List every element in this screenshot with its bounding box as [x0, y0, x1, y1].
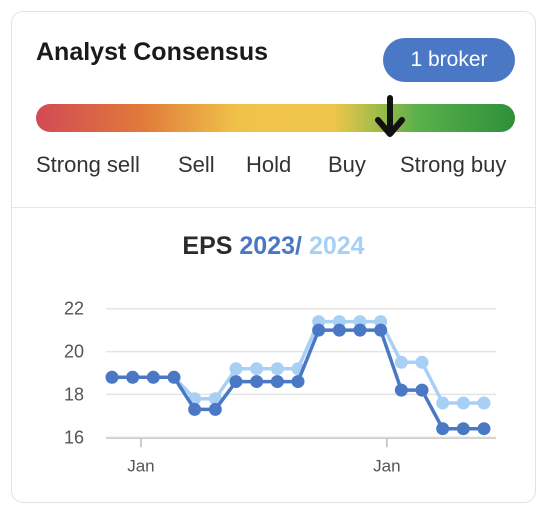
data-point-2023-13: [374, 323, 388, 337]
data-point-2023-1: [126, 370, 140, 384]
data-point-2023-0: [105, 370, 119, 384]
data-point-2023-8: [270, 375, 284, 389]
data-point-2024-16: [436, 396, 450, 410]
label-sell: Sell: [178, 152, 215, 177]
data-point-2024-18: [477, 396, 491, 410]
data-point-2023-14: [394, 383, 408, 397]
arrow-down-icon: [375, 95, 406, 137]
data-point-2024-5: [208, 392, 222, 406]
data-point-2023-11: [332, 323, 346, 337]
section-divider: [12, 207, 535, 208]
data-point-2023-2: [146, 370, 160, 384]
card-title: Analyst Consensus: [36, 38, 269, 66]
data-point-2024-17: [456, 396, 470, 410]
y-tick-label-22: 22: [64, 299, 84, 319]
data-point-2023-7: [250, 375, 264, 389]
data-point-2023-12: [353, 323, 367, 337]
label-strong-buy: Strong buy: [400, 152, 507, 177]
data-point-2023-3: [167, 370, 181, 384]
x-tick-label-0: Jan: [127, 456, 154, 475]
y-tick-label-20: 20: [64, 342, 84, 362]
eps-chart-title: EPS 2023/ 2024: [12, 232, 535, 261]
eps-title-prefix: EPS: [182, 232, 233, 260]
data-point-2023-5: [208, 402, 222, 416]
label-hold: Hold: [246, 152, 292, 177]
label-strong-sell: Strong sell: [36, 152, 140, 177]
consensus-labels: Strong sell Sell Hold Buy Strong buy: [36, 152, 515, 182]
data-point-2024-6: [229, 362, 243, 376]
eps-line-chart: 16 18 20 22 Jan Jan: [64, 299, 496, 475]
y-tick-label-18: 18: [64, 384, 84, 404]
eps-title-separator: /: [295, 232, 302, 260]
data-point-2023-6: [229, 375, 243, 389]
data-point-2024-15: [415, 355, 429, 369]
data-point-2023-18: [477, 422, 491, 436]
broker-count-badge[interactable]: 1 broker: [383, 38, 515, 82]
y-tick-label-16: 16: [64, 427, 84, 447]
consensus-gauge-bar: [36, 104, 515, 132]
label-buy: Buy: [328, 152, 366, 177]
eps-year-2024[interactable]: 2024: [308, 232, 365, 260]
data-point-2023-15: [415, 383, 429, 397]
data-point-2023-16: [436, 422, 450, 436]
data-point-2023-17: [456, 422, 470, 436]
data-point-2024-8: [270, 362, 284, 376]
x-tick-label-1: Jan: [373, 456, 400, 475]
data-point-2024-7: [250, 362, 264, 376]
data-point-2024-14: [394, 355, 408, 369]
data-point-2023-4: [188, 402, 202, 416]
data-point-2023-10: [312, 323, 326, 337]
data-point-2023-9: [291, 375, 305, 389]
eps-year-2023[interactable]: 2023: [239, 232, 296, 260]
analyst-consensus-card: Analyst Consensus 1 broker Strong sell S…: [11, 11, 536, 503]
